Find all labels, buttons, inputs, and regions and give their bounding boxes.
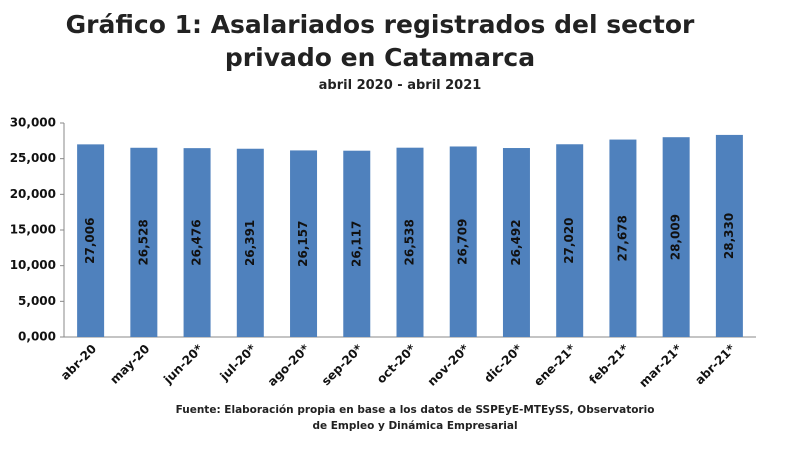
x-tick-label: ene-21* bbox=[531, 341, 579, 389]
x-tick-label: feb-21* bbox=[586, 341, 632, 387]
x-tick-label: sep-20* bbox=[319, 341, 366, 388]
bar bbox=[130, 147, 158, 337]
x-tick-label: jun-20* bbox=[160, 341, 206, 387]
x-tick-label: mar-21* bbox=[636, 341, 685, 390]
bar bbox=[502, 148, 530, 337]
value-label: 26,709 bbox=[456, 219, 470, 265]
bar bbox=[236, 148, 264, 337]
bar bbox=[290, 150, 318, 337]
x-tick-label: nov-20* bbox=[425, 341, 473, 389]
bar bbox=[662, 137, 690, 337]
bar bbox=[343, 150, 371, 337]
chart-subtitle: abril 2020 - abril 2021 bbox=[318, 78, 482, 93]
chart-title: Gráfico 1: Asalariados registrados del s… bbox=[65, 10, 695, 72]
y-tick-label: 15,000 bbox=[10, 223, 56, 237]
chart: 0,000 5,000 10,000 15,000 20,000 25,000 30,000… bbox=[10, 116, 756, 390]
value-label: 27,020 bbox=[562, 217, 576, 263]
x-tick-label: abr-20 bbox=[58, 342, 99, 383]
value-label: 27,678 bbox=[615, 215, 629, 261]
value-label: 27,006 bbox=[83, 218, 97, 264]
y-tick-label: 20,000 bbox=[10, 187, 56, 201]
x-tick-label: dic-20* bbox=[481, 341, 525, 385]
x-tick-label: jul-20* bbox=[217, 341, 260, 384]
x-tick-label: oct-20* bbox=[374, 341, 419, 386]
y-tick-label: 30,000 bbox=[10, 116, 56, 130]
x-tick-label: may-20 bbox=[107, 342, 152, 387]
value-label: 26,528 bbox=[136, 219, 150, 265]
value-label: 26,476 bbox=[190, 219, 204, 265]
bar bbox=[183, 148, 211, 337]
source-note: Fuente: Elaboración propia en base a los… bbox=[175, 404, 655, 432]
value-label: 26,492 bbox=[509, 219, 523, 265]
bar bbox=[556, 144, 584, 337]
value-label: 26,117 bbox=[349, 221, 363, 267]
value-label: 26,391 bbox=[243, 220, 257, 266]
bar bbox=[609, 139, 637, 337]
bar bbox=[396, 147, 424, 337]
bar bbox=[715, 134, 743, 337]
y-tick-label: 0,000 bbox=[18, 330, 56, 344]
y-tick-label: 10,000 bbox=[10, 258, 56, 272]
x-tick-label: ago-20* bbox=[265, 341, 313, 389]
value-label: 26,157 bbox=[296, 221, 310, 267]
value-label: 26,538 bbox=[403, 219, 417, 265]
y-tick-label: 5,000 bbox=[18, 294, 56, 308]
bar bbox=[449, 146, 477, 337]
bar bbox=[77, 144, 105, 337]
x-tick-label: abr-21* bbox=[692, 341, 738, 387]
value-label: 28,009 bbox=[669, 214, 683, 260]
value-label: 28,330 bbox=[722, 213, 736, 259]
y-tick-label: 25,000 bbox=[10, 151, 56, 165]
